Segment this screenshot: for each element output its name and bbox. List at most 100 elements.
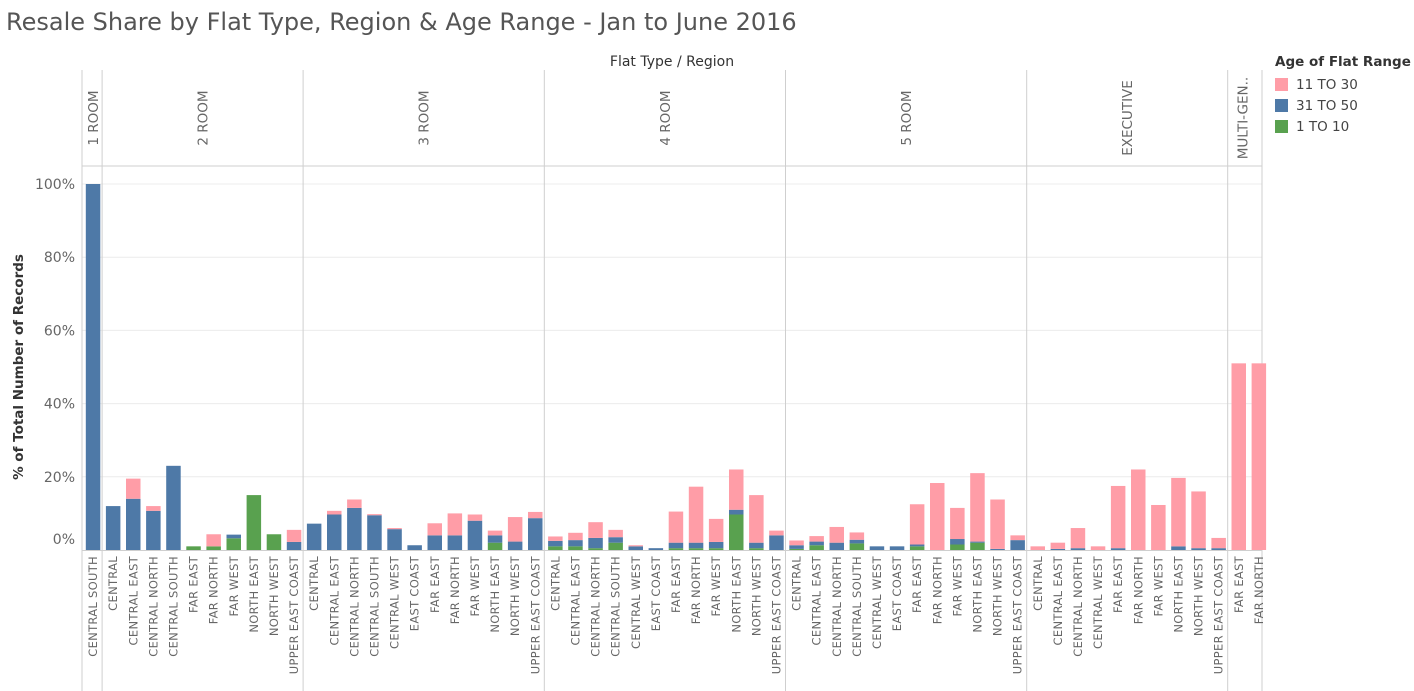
bar-segment [126, 478, 141, 499]
bar-segment [708, 548, 724, 550]
x-tick-label: NORTH EAST [247, 555, 261, 632]
bar-segment [507, 541, 523, 550]
bar-segment [930, 483, 945, 550]
bar-segment [950, 544, 965, 550]
bar-segment [568, 546, 583, 550]
legend-swatch [1275, 120, 1288, 133]
bar-segment [789, 540, 804, 546]
bar-segment [568, 532, 583, 541]
x-tick-label: CENTRAL EAST [1051, 555, 1065, 645]
bar-segment [588, 537, 603, 549]
x-tick-label: CENTRAL [790, 556, 804, 611]
bar-segment [246, 495, 262, 550]
x-tick-label: NORTH WEST [1192, 555, 1206, 636]
bar-segment [447, 513, 463, 536]
x-tick-label: CENTRAL [307, 556, 321, 611]
x-tick-label: CENTRAL SOUTH [166, 556, 180, 657]
bar-segment [347, 499, 362, 508]
x-tick-label: EAST COAST [649, 555, 663, 631]
bar-segment [487, 535, 503, 543]
legend-item-31-to-50[interactable]: 31 TO 50 [1275, 95, 1410, 116]
bar-segment [608, 537, 623, 543]
bar-segment [1010, 535, 1025, 541]
bar-segment [749, 495, 764, 543]
bar-segment [387, 528, 402, 530]
x-tick-label: CENTRAL WEST [870, 555, 884, 649]
bar-segment [407, 545, 422, 550]
legend-label: 11 TO 30 [1296, 76, 1358, 93]
x-tick-label: CENTRAL [106, 556, 120, 611]
bar-segment [126, 498, 141, 550]
bar-segment [467, 520, 483, 550]
x-tick-label: CENTRAL WEST [1091, 555, 1105, 649]
bar-segment [970, 473, 985, 542]
bar-segment [367, 514, 382, 516]
bar-segment [668, 542, 684, 549]
bar-segment [548, 536, 563, 541]
x-tick-label: EAST COAST [408, 555, 422, 631]
y-tick-label: 80% [44, 250, 75, 266]
bar-segment [427, 523, 442, 536]
bar-segment [146, 506, 161, 511]
bar-segment [327, 510, 342, 515]
x-tick-label: FAR NORTH [930, 556, 944, 624]
y-tick-label: 60% [44, 323, 75, 339]
bar-segment [970, 541, 985, 543]
bar-segment [849, 532, 865, 540]
bar-segment [809, 536, 824, 542]
column-header: Flat Type / Region [610, 54, 734, 70]
bar-segment [1171, 477, 1186, 547]
x-tick-label: CENTRAL NORTH [146, 556, 160, 657]
x-tick-label: UPPER EAST COAST [1011, 555, 1025, 674]
bar-segment [1131, 469, 1146, 550]
bar-segment [648, 548, 664, 550]
bar-segment [1050, 542, 1066, 549]
x-tick-label: CENTRAL SOUTH [86, 556, 100, 657]
x-tick-label: UPPER EAST COAST [528, 555, 542, 674]
y-tick-label: 100% [35, 177, 75, 193]
bar-segment [769, 535, 784, 550]
panel-header-multi-gen-: MULTI-GEN.. [1236, 77, 1252, 159]
bar-segment [869, 546, 885, 550]
x-tick-label: FAR NORTH [448, 556, 462, 624]
x-tick-label: FAR NORTH [207, 556, 221, 624]
x-tick-label: NORTH WEST [749, 555, 763, 636]
legend-item-11-to-30[interactable]: 11 TO 30 [1275, 74, 1410, 95]
x-tick-label: CENTRAL NORTH [347, 556, 361, 657]
x-tick-label: CENTRAL SOUTH [850, 556, 864, 657]
x-tick-label: FAR EAST [669, 555, 683, 613]
x-tick-label: NORTH EAST [488, 555, 502, 632]
bar-segment [1251, 363, 1267, 550]
bar-segment [105, 506, 121, 550]
bar-segment [1070, 548, 1086, 550]
bar-segment [809, 545, 824, 550]
bar-segment [1030, 546, 1045, 550]
panel-header-4-room: 4 ROOM [658, 90, 674, 145]
bar-segment [608, 542, 623, 550]
panel-header-5-room: 5 ROOM [899, 90, 915, 145]
bar-segment [1110, 485, 1126, 549]
bar-segment [668, 511, 684, 543]
x-tick-label: CENTRAL [1031, 556, 1045, 611]
legend-swatch [1275, 99, 1288, 112]
legend-item-1-to-10[interactable]: 1 TO 10 [1275, 116, 1410, 137]
bar-segment [909, 544, 925, 547]
bar-segment [206, 546, 221, 550]
panel-header-executive: EXECUTIVE [1120, 80, 1136, 156]
x-tick-label: FAR EAST [1111, 555, 1125, 613]
bar-segment [206, 534, 221, 547]
bar-segment [708, 518, 724, 542]
bar-segment [146, 510, 161, 550]
x-tick-label: NORTH EAST [970, 555, 984, 632]
bar-segment [789, 545, 804, 549]
bar-segment [889, 546, 905, 550]
bar-segment [1191, 491, 1206, 549]
bar-segment [427, 535, 442, 550]
x-tick-label: CENTRAL WEST [629, 555, 643, 649]
bar-segment [1050, 548, 1066, 550]
bar-segment [347, 507, 362, 550]
bar-segment [548, 546, 563, 550]
bar-segment [970, 542, 985, 550]
x-tick-label: NORTH WEST [991, 555, 1005, 636]
chart-title: Resale Share by Flat Type, Region & Age … [6, 8, 797, 36]
